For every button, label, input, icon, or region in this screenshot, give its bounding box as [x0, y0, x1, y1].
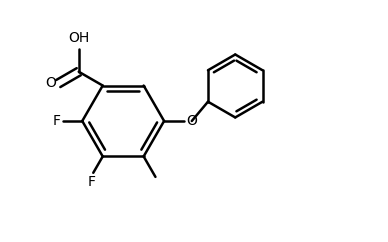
Text: F: F: [88, 175, 96, 189]
Text: O: O: [186, 114, 197, 128]
Text: OH: OH: [68, 31, 89, 45]
Text: F: F: [53, 114, 61, 128]
Text: O: O: [45, 76, 56, 90]
